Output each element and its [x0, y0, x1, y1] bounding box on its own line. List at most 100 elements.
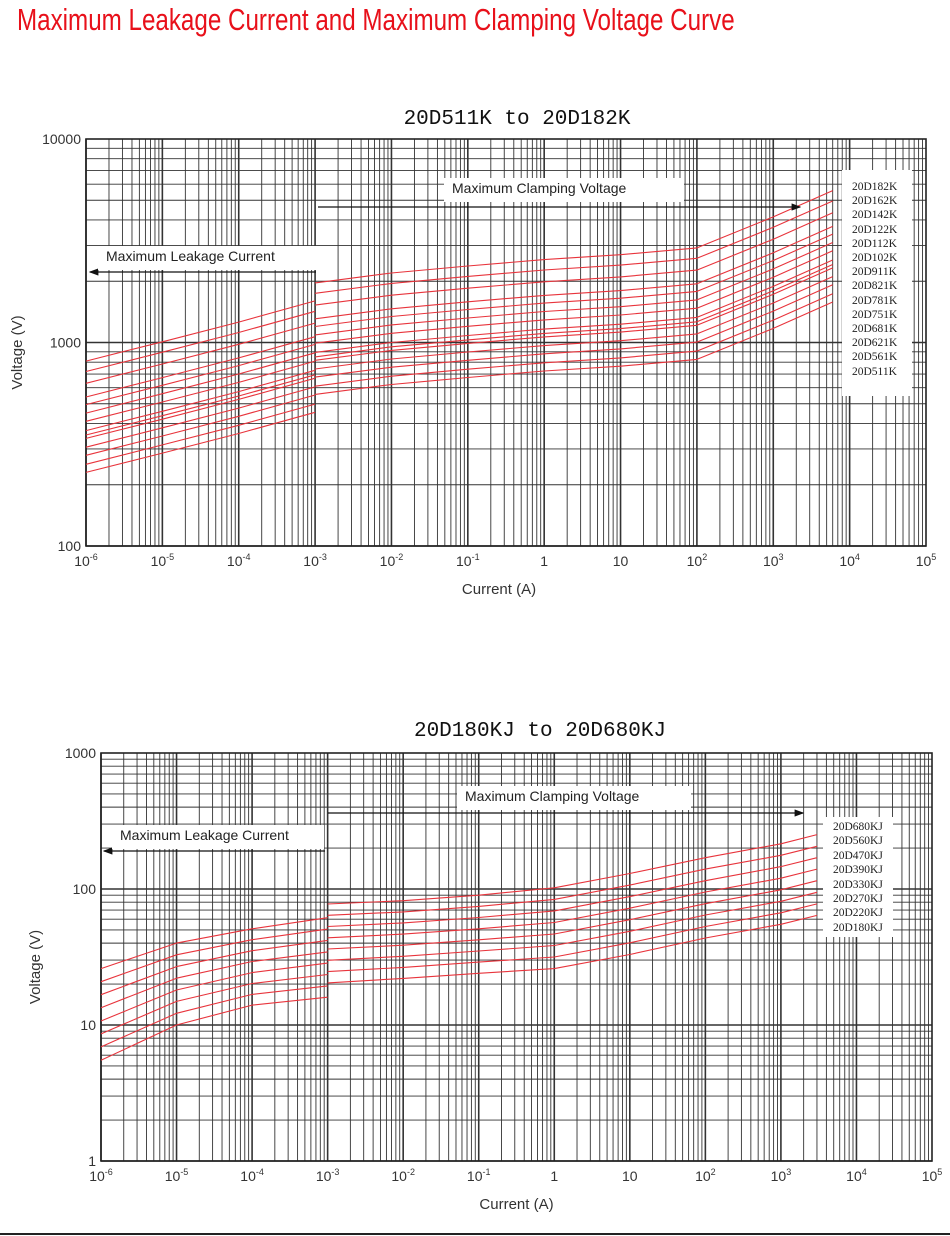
legend-item: 20D112K	[852, 237, 897, 250]
clamping-curve	[315, 225, 833, 320]
x-tick-base: 10	[151, 553, 167, 569]
x-tick-exponent: 5	[937, 1167, 942, 1177]
x-tick-base: 10	[771, 1168, 787, 1184]
grid	[100, 753, 932, 1162]
clamping-curve	[315, 233, 833, 328]
x-tick-label: 10-2	[391, 1167, 415, 1184]
x-tick-exponent: 3	[779, 552, 784, 562]
x-tick-label: 103	[771, 1167, 792, 1184]
clamping-curve	[315, 263, 833, 358]
y-tick-label: 1	[88, 1153, 96, 1169]
legend-item: 20D182K	[852, 181, 898, 193]
x-tick-exponent: -4	[256, 1167, 264, 1177]
x-tick-base: 10	[687, 553, 703, 569]
legend-item: 20D560KJ	[833, 835, 883, 848]
series-20D680KJ	[100, 834, 818, 970]
x-tick-exponent: -1	[483, 1167, 491, 1177]
series-20D390KJ	[100, 868, 818, 1009]
x-tick-base: 10	[456, 553, 472, 569]
y-tick-label: 10	[80, 1017, 96, 1033]
page-title: Maximum Leakage Current and Maximum Clam…	[17, 2, 735, 37]
y-tick-label: 1000	[65, 745, 96, 761]
x-tick-base: 10	[839, 553, 855, 569]
x-tick-label: 10-3	[316, 1167, 340, 1184]
series-20D270KJ	[100, 891, 818, 1035]
x-tick-label: 105	[916, 552, 937, 569]
clamping-curve	[315, 293, 833, 387]
series-20D511K	[85, 301, 833, 473]
series-20D621K	[85, 284, 833, 456]
legend-item: 20D821K	[852, 280, 898, 293]
x-tick-label: 10-6	[89, 1167, 113, 1184]
series-20D560KJ	[100, 845, 818, 983]
clamping-annotation: Maximum Clamping Voltage	[444, 178, 684, 202]
leakage-curve	[85, 300, 316, 362]
x-tick-label: 102	[687, 552, 708, 569]
x-tick-base: 10	[763, 553, 779, 569]
series-20D180KJ	[100, 914, 818, 1061]
x-tick-exponent: -2	[395, 552, 403, 562]
plot-frame	[100, 752, 933, 1162]
legend-item: 20D102K	[852, 252, 898, 265]
x-tick-base: 10	[695, 1168, 711, 1184]
x-tick-exponent: -4	[243, 552, 251, 562]
legend-item: 20D122K	[852, 223, 898, 236]
clamping-curve	[315, 200, 833, 294]
clamping-curve	[315, 250, 833, 344]
leakage-curve	[85, 374, 316, 436]
clamping-curve	[315, 259, 833, 353]
leakage-curve	[85, 403, 316, 465]
plot-frame	[85, 138, 927, 547]
x-tick-exponent: -3	[319, 552, 327, 562]
legend-item: 20D511K	[852, 365, 897, 378]
x-tick-base: 10	[622, 1168, 638, 1184]
chart-title: 20D511K to 20D182K	[403, 108, 631, 131]
series-20D102K	[85, 241, 833, 414]
legend-item: 20D162K	[852, 195, 898, 208]
x-tick-base: 10	[240, 1168, 256, 1184]
series-20D561K	[85, 293, 833, 465]
y-axis-label: Voltage (V)	[27, 930, 44, 1004]
leakage-annotation: Maximum Leakage Current	[112, 825, 324, 849]
x-tick-label: 10-5	[165, 1167, 189, 1184]
legend-item: 20D390KJ	[833, 864, 883, 877]
clamping-curve	[327, 914, 818, 984]
x-tick-base: 1	[550, 1168, 558, 1184]
x-tick-label: 1	[540, 553, 548, 569]
legend-item: 20D270KJ	[833, 893, 883, 906]
leakage-curve	[85, 386, 316, 448]
x-tick-base: 10	[316, 1168, 332, 1184]
y-tick-label: 100	[73, 881, 97, 897]
series-20D142K	[85, 212, 833, 384]
y-tick-label: 10000	[42, 131, 81, 147]
legend-item: 20D781K	[852, 294, 898, 307]
x-tick-base: 1	[540, 553, 548, 569]
clamping-curve	[327, 868, 818, 939]
leakage-curve	[100, 951, 328, 1009]
leakage-curve	[85, 394, 316, 456]
legend-item: 20D911K	[852, 266, 897, 279]
leakage-curve	[85, 310, 316, 373]
x-tick-label: 1	[550, 1168, 558, 1184]
clamping-curve	[315, 190, 833, 284]
series-20D162K	[85, 200, 833, 373]
legend-item: 20D330KJ	[833, 878, 883, 891]
legend-item: 20D561K	[852, 351, 898, 364]
x-tick-label: 10-3	[303, 552, 327, 569]
x-tick-exponent: -6	[90, 552, 98, 562]
series-20D821K	[85, 259, 833, 432]
legend: 20D680KJ 20D560KJ 20D470KJ 20D390KJ 20D330KJ…	[823, 817, 893, 937]
clamping-curve	[315, 212, 833, 306]
clamping-curve	[327, 880, 818, 950]
x-tick-exponent: -6	[105, 1167, 113, 1177]
x-tick-base: 10	[613, 553, 629, 569]
x-tick-exponent: 3	[786, 1167, 791, 1177]
y-tick-label: 100	[58, 538, 82, 554]
x-tick-base: 10	[467, 1168, 483, 1184]
legend-item: 20D180KJ	[833, 921, 883, 934]
x-tick-base: 10	[380, 553, 396, 569]
x-tick-base: 10	[846, 1168, 862, 1184]
x-axis-label: Current (A)	[462, 581, 536, 598]
clamping-curve	[315, 284, 833, 378]
